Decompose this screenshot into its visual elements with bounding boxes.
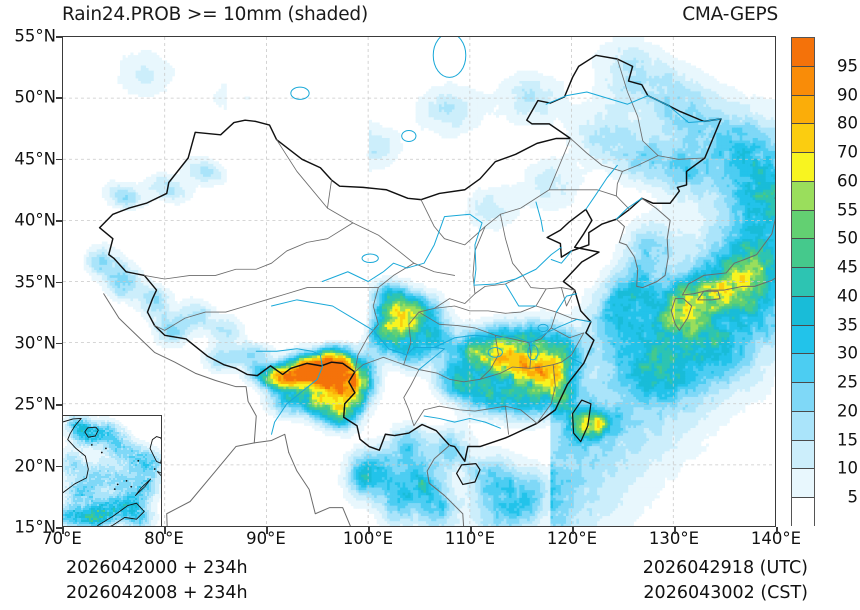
longitude-tick-mark	[674, 527, 676, 534]
colorbar-tick-label: 20	[818, 401, 858, 420]
map-plot-area	[62, 36, 776, 527]
weather-map-figure: Rain24.PROB >= 10mm (shaded) CMA-GEPS 15…	[0, 0, 860, 610]
latitude-tick-mark	[56, 343, 63, 345]
colorbar-tick-label: 55	[818, 200, 858, 219]
latitude-tick-label: 30°N	[14, 333, 56, 352]
longitude-tick-mark	[62, 527, 64, 534]
page-title: Rain24.PROB >= 10mm (shaded)	[62, 4, 368, 25]
latitude-tick-label: 45°N	[14, 149, 56, 168]
initialization-times: 2026042000 + 234h 2026042008 + 234h	[66, 556, 248, 606]
colorbar-tick-label: 70	[818, 143, 858, 162]
longitude-tick-mark	[470, 527, 472, 534]
latitude-tick-mark	[56, 404, 63, 406]
longitude-tick-mark	[368, 527, 370, 534]
colorbar-band	[792, 96, 814, 125]
colorbar-tick-label: 90	[818, 85, 858, 104]
colorbar-tick-label: 60	[818, 171, 858, 190]
inset-raster	[63, 416, 162, 527]
latitude-tick-mark	[56, 159, 63, 161]
longitude-tick-mark	[572, 527, 574, 534]
colorbar-band	[792, 326, 814, 355]
latitude-tick-mark	[56, 220, 63, 222]
colorbar-band	[792, 354, 814, 383]
precipitation-probability-raster	[63, 37, 775, 526]
latitude-tick-label: 55°N	[14, 27, 56, 46]
colorbar-tick-label: 50	[818, 229, 858, 248]
colorbar-band	[792, 412, 814, 441]
latitude-tick-label: 40°N	[14, 211, 56, 230]
colorbar-tick-label: 35	[818, 315, 858, 334]
longitude-axis: 70°E 80°E 90°E 100°E 110°E 120°E 130°E 140°E	[62, 529, 776, 555]
longitude-tick-mark	[266, 527, 268, 534]
colorbar-band	[792, 383, 814, 412]
latitude-tick-label: 35°N	[14, 272, 56, 291]
init-utc: 2026042000 + 234h	[66, 556, 248, 581]
colorbar-band	[792, 498, 814, 527]
colorbar-tick-label: 15	[818, 430, 858, 449]
longitude-tick-mark	[776, 527, 778, 534]
latitude-tick-label: 50°N	[14, 88, 56, 107]
colorbar-band	[792, 38, 814, 67]
colorbar-tick-label: 40	[818, 286, 858, 305]
colorbar-tick-label: 25	[818, 373, 858, 392]
colorbar-band	[792, 268, 814, 297]
latitude-axis: 15°N 20°N 25°N 30°N 35°N 40°N 45°N 50°N 55°N	[0, 36, 56, 527]
colorbar-band	[792, 182, 814, 211]
colorbar-tick-label: 30	[818, 344, 858, 363]
latitude-tick-mark	[56, 36, 63, 38]
colorbar-tick-label: 5	[818, 488, 858, 507]
latitude-tick-label: 25°N	[14, 395, 56, 414]
colorbar-tick-label: 80	[818, 114, 858, 133]
colorbar-band	[792, 153, 814, 182]
valid-times: 2026042918 (UTC) 2026043002 (CST)	[643, 556, 808, 606]
valid-utc: 2026042918 (UTC)	[643, 556, 808, 581]
longitude-tick-mark	[164, 527, 166, 534]
colorbar-band	[792, 239, 814, 268]
latitude-tick-mark	[56, 97, 63, 99]
model-label: CMA-GEPS	[682, 4, 778, 25]
colorbar-band	[792, 469, 814, 498]
colorbar-tick-label: 10	[818, 459, 858, 478]
colorbar-band	[792, 441, 814, 470]
latitude-tick-mark	[56, 282, 63, 284]
colorbar-band	[792, 124, 814, 153]
colorbar-band	[792, 297, 814, 326]
colorbar-band	[792, 211, 814, 240]
south-china-sea-inset	[62, 415, 162, 527]
valid-cst: 2026043002 (CST)	[643, 581, 808, 606]
init-cst: 2026042008 + 234h	[66, 581, 248, 606]
colorbar	[791, 37, 815, 526]
colorbar-tick-labels: 5 10 15 20 25 30 35 40 45 50 55 60 70 80 90 95	[818, 37, 860, 526]
colorbar-band	[792, 67, 814, 96]
colorbar-tick-label: 45	[818, 258, 858, 277]
latitude-tick-label: 20°N	[14, 456, 56, 475]
colorbar-tick-label: 95	[818, 56, 858, 75]
footer: 2026042000 + 234h 2026042008 + 234h 2026…	[0, 556, 860, 610]
